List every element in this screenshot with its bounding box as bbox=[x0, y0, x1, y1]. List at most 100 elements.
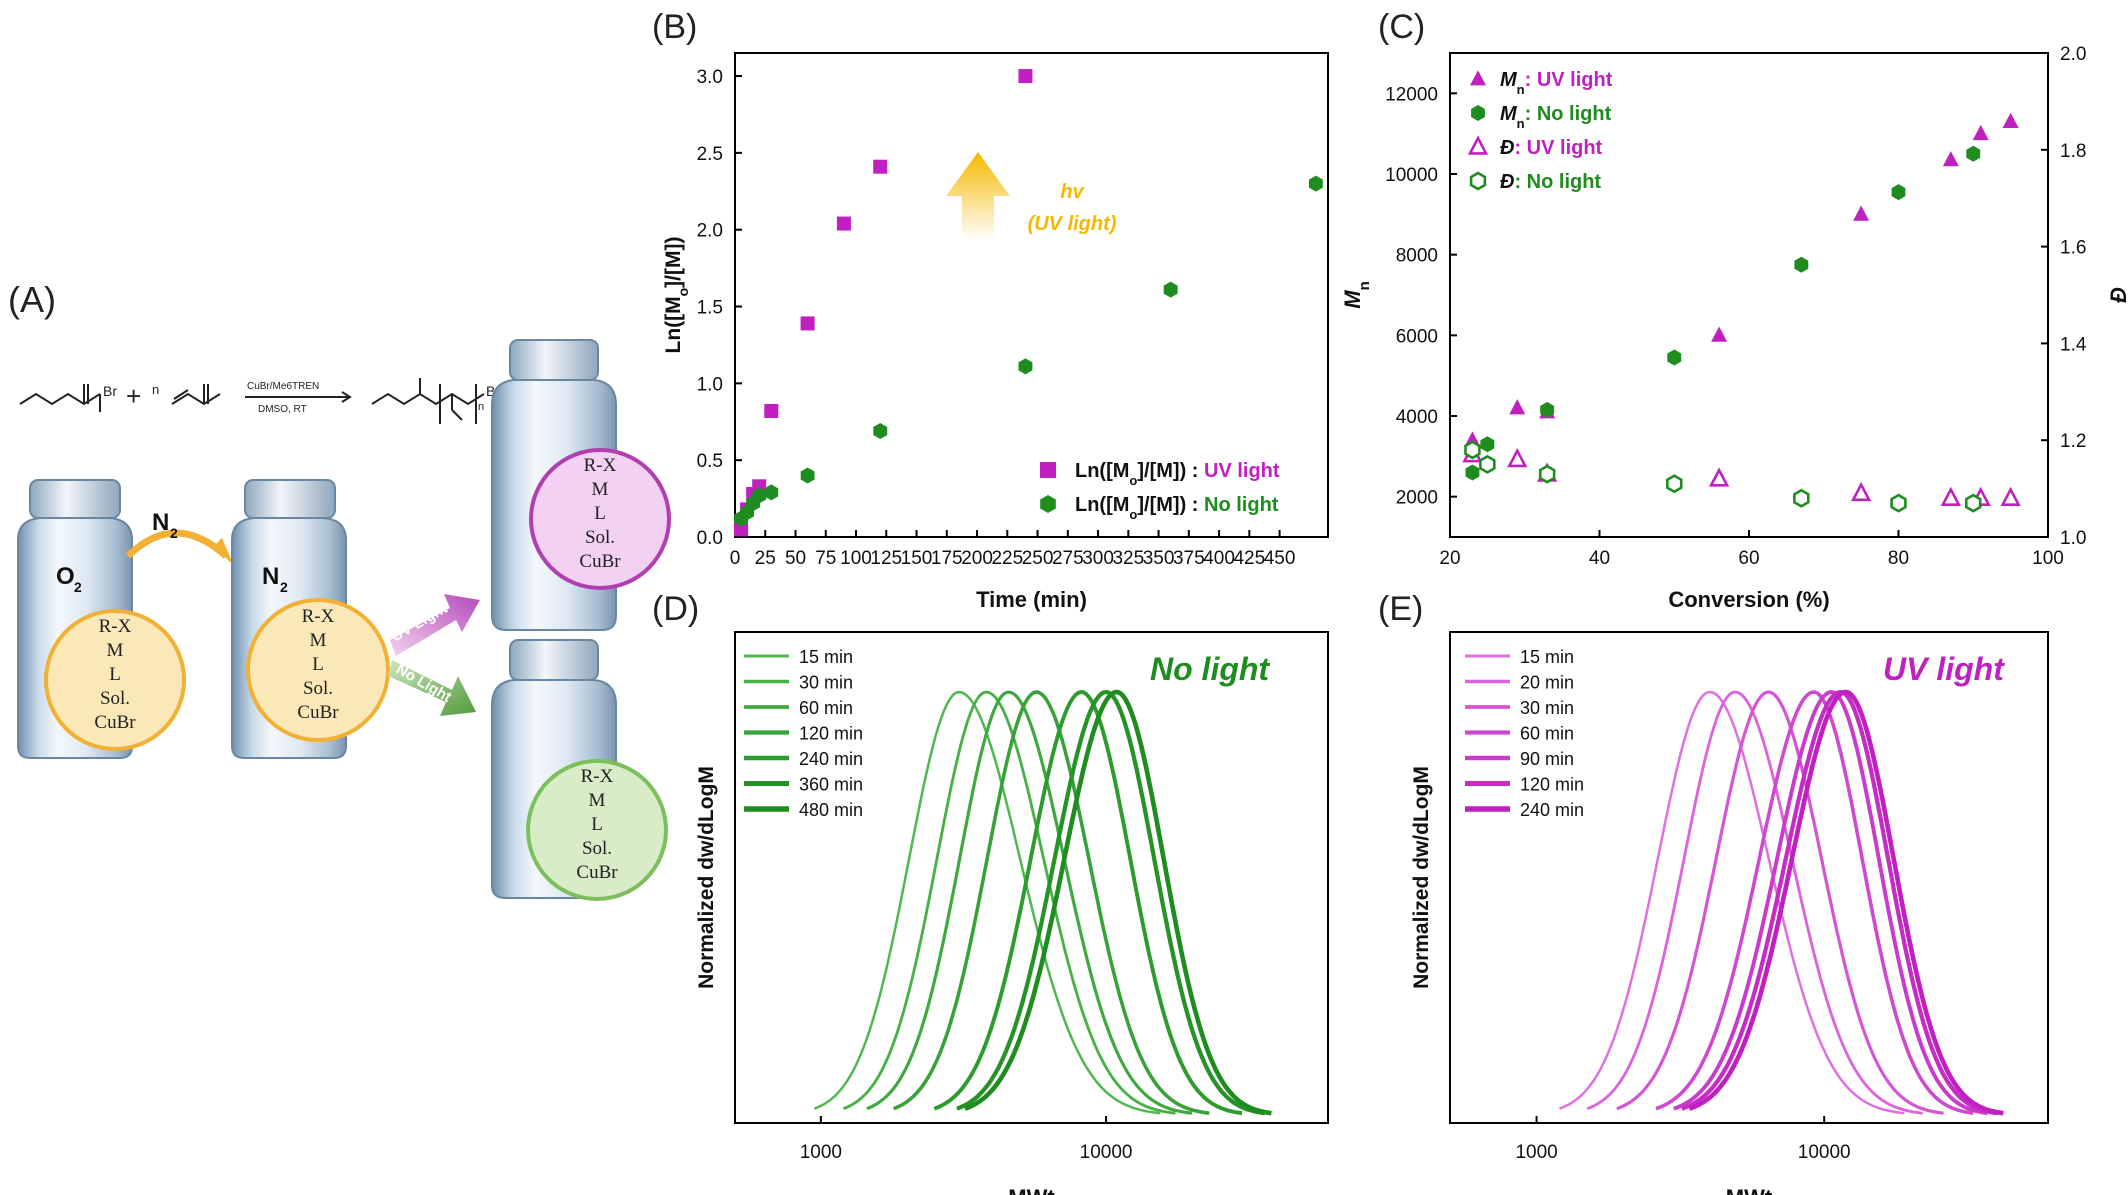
plus-sign: + bbox=[126, 381, 141, 411]
y2-tick-label: 1.6 bbox=[2060, 238, 2086, 259]
reaction-scheme bbox=[19, 378, 485, 424]
panel-e-gpc-uv-light-chart: (E) 1000 10000 MWt Normalized dw/dLogM 15 min… bbox=[1378, 590, 2049, 1195]
vial-uv: R-X M L Sol. CuBr bbox=[491, 339, 671, 631]
legend-label: 90 min bbox=[1520, 749, 1574, 769]
svg-text:Sol.: Sol. bbox=[100, 688, 130, 709]
legend-label: 120 min bbox=[799, 724, 863, 744]
data-point-1 bbox=[1480, 436, 1495, 453]
plot-frame bbox=[734, 52, 1329, 538]
legend-series-name: UV light bbox=[1204, 460, 1280, 482]
plot-frame bbox=[734, 631, 1329, 1124]
gpc-curve-90-min bbox=[1673, 690, 1988, 1116]
legend-label: 30 min bbox=[799, 673, 853, 693]
svg-text:L: L bbox=[312, 654, 324, 675]
data-point-no-light bbox=[800, 467, 815, 484]
svg-text:2: 2 bbox=[170, 525, 178, 541]
product-skeleton bbox=[371, 392, 485, 406]
data-point-uv bbox=[873, 159, 888, 174]
vial-o2-contents: R-X M L Sol. CuBr bbox=[94, 616, 136, 733]
x-tick-label: 40 bbox=[1589, 548, 1610, 569]
vial-o2-gas-sub: 2 bbox=[74, 579, 82, 595]
y2-tick-label: 1.8 bbox=[2060, 141, 2086, 162]
vial-o2: O 2 R-X M L Sol. CuBr bbox=[17, 479, 186, 759]
data-point-no-light bbox=[1163, 281, 1178, 298]
y2-tick-label: 1.0 bbox=[2060, 528, 2086, 549]
svg-text:Sol.: Sol. bbox=[585, 527, 615, 548]
gpc-curve-120-min bbox=[893, 690, 1210, 1115]
legend-marker bbox=[1467, 135, 1489, 155]
vial-n2-contents: R-X M L Sol. CuBr bbox=[297, 606, 339, 723]
panel-label: (D) bbox=[652, 590, 699, 628]
y-tick-label: 0.5 bbox=[697, 451, 723, 472]
y-title-part: ]/[M]) bbox=[662, 236, 685, 287]
x-tick-label: 1000 bbox=[1515, 1142, 1557, 1163]
svg-text:R-X: R-X bbox=[581, 766, 614, 787]
legend-label: 240 min bbox=[1520, 800, 1584, 820]
legend-sub: n bbox=[1517, 116, 1525, 131]
n2-arrow-label: N bbox=[152, 509, 169, 536]
data-point-0 bbox=[2002, 112, 2019, 128]
vial-n2-cap bbox=[244, 479, 336, 519]
legend-label: 15 min bbox=[799, 647, 853, 667]
data-point-uv bbox=[734, 522, 749, 537]
y-title-sub: o bbox=[675, 288, 691, 297]
legend-series-name: : UV light bbox=[1525, 69, 1613, 91]
data-point-3 bbox=[1464, 440, 1481, 460]
x-tick-label: 175 bbox=[931, 548, 963, 569]
y-title-main: M bbox=[1340, 290, 1365, 309]
y2-tick-label: 1.4 bbox=[2060, 334, 2087, 355]
x-axis-title: Conversion (%) bbox=[1668, 587, 1829, 612]
vial-n2-contents-circle bbox=[246, 598, 390, 742]
legend-text: ]/[M]) : bbox=[1137, 494, 1204, 516]
svg-text:2: 2 bbox=[280, 579, 288, 595]
vial-o2-contents-circle bbox=[44, 609, 186, 751]
data-point-3 bbox=[1538, 464, 1556, 484]
panel-b-label: (B) bbox=[652, 8, 697, 46]
panel-c-label: (C) bbox=[1378, 8, 1425, 46]
x-tick-label: 325 bbox=[1112, 548, 1144, 569]
legend-series-name: No light bbox=[1204, 494, 1279, 516]
x-tick-label: 250 bbox=[1022, 548, 1054, 569]
y-tick-label: 2.0 bbox=[697, 221, 723, 242]
legend-marker bbox=[1040, 462, 1056, 478]
x-tick-label: 60 bbox=[1738, 548, 1759, 569]
x-axis-title: Time (min) bbox=[976, 587, 1087, 612]
svg-text:R-X: R-X bbox=[584, 455, 617, 476]
vial-no-light: R-X M L Sol. CuBr bbox=[491, 639, 668, 901]
legend-entry: Ln([Mo]/[M]) : No light bbox=[1075, 494, 1279, 522]
y-tick-label: 3.0 bbox=[697, 67, 723, 88]
gpc-curve-240-min bbox=[1688, 689, 2004, 1116]
x-tick-label: 150 bbox=[901, 548, 933, 569]
svg-text:CuBr: CuBr bbox=[297, 702, 339, 723]
x-tick-label: 225 bbox=[991, 548, 1023, 569]
n2-purge-arrow bbox=[125, 529, 229, 559]
y-tick-label: 2.5 bbox=[697, 144, 723, 165]
x-tick-label: 50 bbox=[785, 548, 806, 569]
gpc-curve-240-min bbox=[933, 690, 1243, 1116]
svg-text:M: M bbox=[589, 790, 606, 811]
conditions-top: CuBr/Me6TREN bbox=[247, 381, 319, 392]
legend-entry: Ln([Mo]/[M]) : UV light bbox=[1075, 460, 1280, 488]
x-tick-label: 0 bbox=[730, 548, 741, 569]
legend-label: 15 min bbox=[1520, 647, 1574, 667]
plot-frame bbox=[1449, 52, 2049, 538]
svg-text:R-X: R-X bbox=[302, 606, 335, 627]
data-point-2 bbox=[1708, 467, 1730, 487]
chart-annotation: No light bbox=[1150, 651, 1270, 687]
data-point-3 bbox=[1965, 493, 1982, 513]
legend-sub: o bbox=[1129, 507, 1137, 522]
legend-text: Ln([M bbox=[1075, 460, 1129, 482]
x-tick-label: 125 bbox=[870, 548, 902, 569]
legend-series-name: : No light bbox=[1514, 171, 1601, 193]
product-index: n bbox=[478, 401, 484, 413]
data-point-0 bbox=[1711, 326, 1728, 342]
vial-uv-contents-circle bbox=[529, 448, 671, 590]
vial-o2-cap bbox=[29, 479, 121, 519]
legend-var: M bbox=[1500, 103, 1518, 125]
y2-axis-title: Đ bbox=[2106, 287, 2128, 303]
data-point-3 bbox=[1479, 454, 1496, 474]
legend-entry: Mn: No light bbox=[1500, 103, 1612, 131]
vial-n2: N 2 R-X M L Sol. CuBr bbox=[231, 479, 390, 759]
vial-no-light-contents: R-X M L Sol. CuBr bbox=[576, 766, 618, 883]
vial-uv-cap bbox=[509, 339, 599, 381]
